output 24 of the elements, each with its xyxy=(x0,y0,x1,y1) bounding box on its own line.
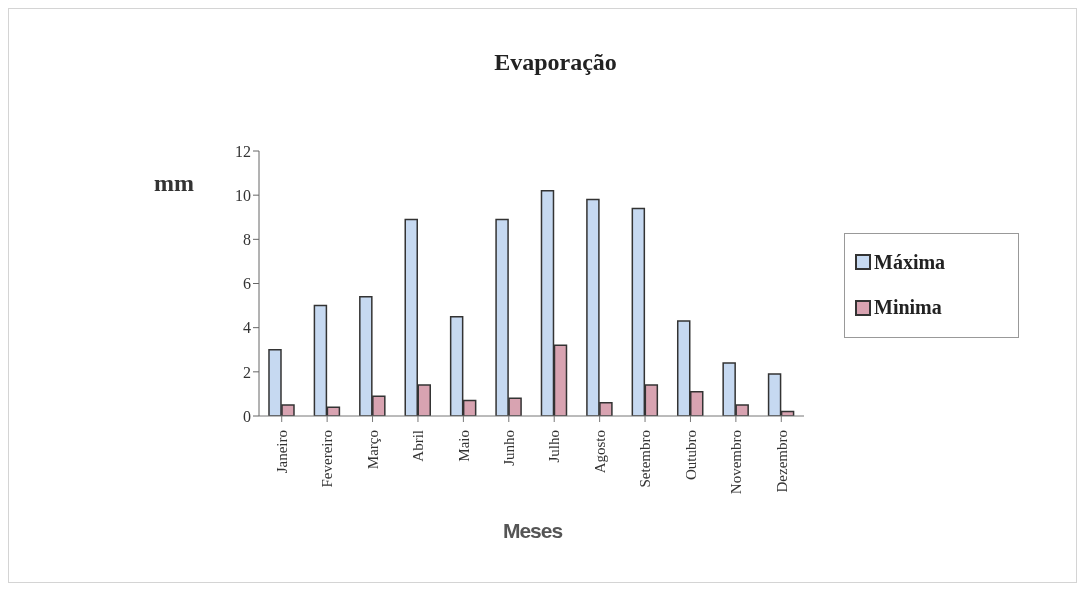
y-axis-title: mm xyxy=(153,170,195,197)
x-tick-label: Setembro xyxy=(637,430,654,488)
y-tick-label: 6 xyxy=(243,275,251,293)
x-tick-label: Abril xyxy=(410,430,427,462)
x-tick-label: Outubro xyxy=(682,430,699,480)
x-tick-label: Fevereiro xyxy=(319,430,336,488)
legend-label: Minima xyxy=(874,296,942,320)
chart-title: Evaporação xyxy=(493,49,618,76)
x-tick-label: Maio xyxy=(455,430,472,462)
x-tick-label: Janeiro xyxy=(273,430,290,474)
y-tick-label: 0 xyxy=(243,407,251,425)
x-tick-label: Março xyxy=(364,430,381,470)
y-tick-label: 4 xyxy=(243,319,251,337)
x-tick-label: Dezembro xyxy=(773,430,790,493)
y-tick-label: 2 xyxy=(243,363,251,381)
x-tick-label: Agosto xyxy=(591,430,608,474)
x-tick-label: Novembro xyxy=(728,430,745,495)
y-tick-label: 8 xyxy=(243,231,251,249)
x-tick-label: Junho xyxy=(501,430,518,466)
y-tick-label: 12 xyxy=(235,142,251,160)
legend-label: Máxima xyxy=(874,250,946,274)
y-tick-label: 10 xyxy=(235,186,251,204)
x-axis-title: Meses xyxy=(501,519,564,543)
x-tick-label: Julho xyxy=(546,430,563,463)
